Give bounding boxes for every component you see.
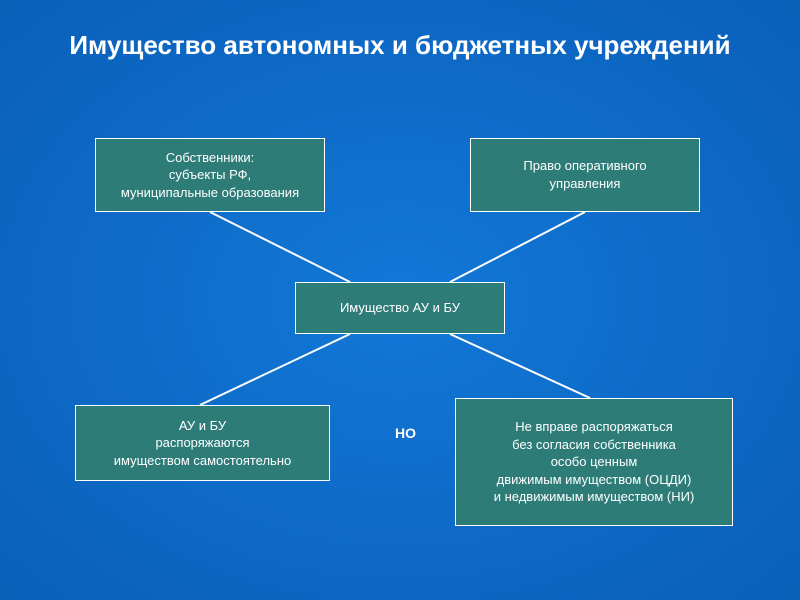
box-rights: Право оперативногоуправления <box>470 138 700 212</box>
box-restriction: Не вправе распоряжатьсябез согласия собс… <box>455 398 733 526</box>
line-owners-to-center <box>210 212 350 282</box>
box-center: Имущество АУ и БУ <box>295 282 505 334</box>
connector-label-no: НО <box>395 425 416 441</box>
line-center-to-dispose <box>200 334 350 405</box>
box-owners: Собственники:субъекты РФ,муниципальные о… <box>95 138 325 212</box>
line-center-to-restriction <box>450 334 590 398</box>
slide-background: Имущество автономных и бюджетных учрежде… <box>0 0 800 600</box>
slide-title: Имущество автономных и бюджетных учрежде… <box>40 30 760 61</box>
line-rights-to-center <box>450 212 585 282</box>
box-dispose: АУ и БУраспоряжаютсяимуществом самостоят… <box>75 405 330 481</box>
